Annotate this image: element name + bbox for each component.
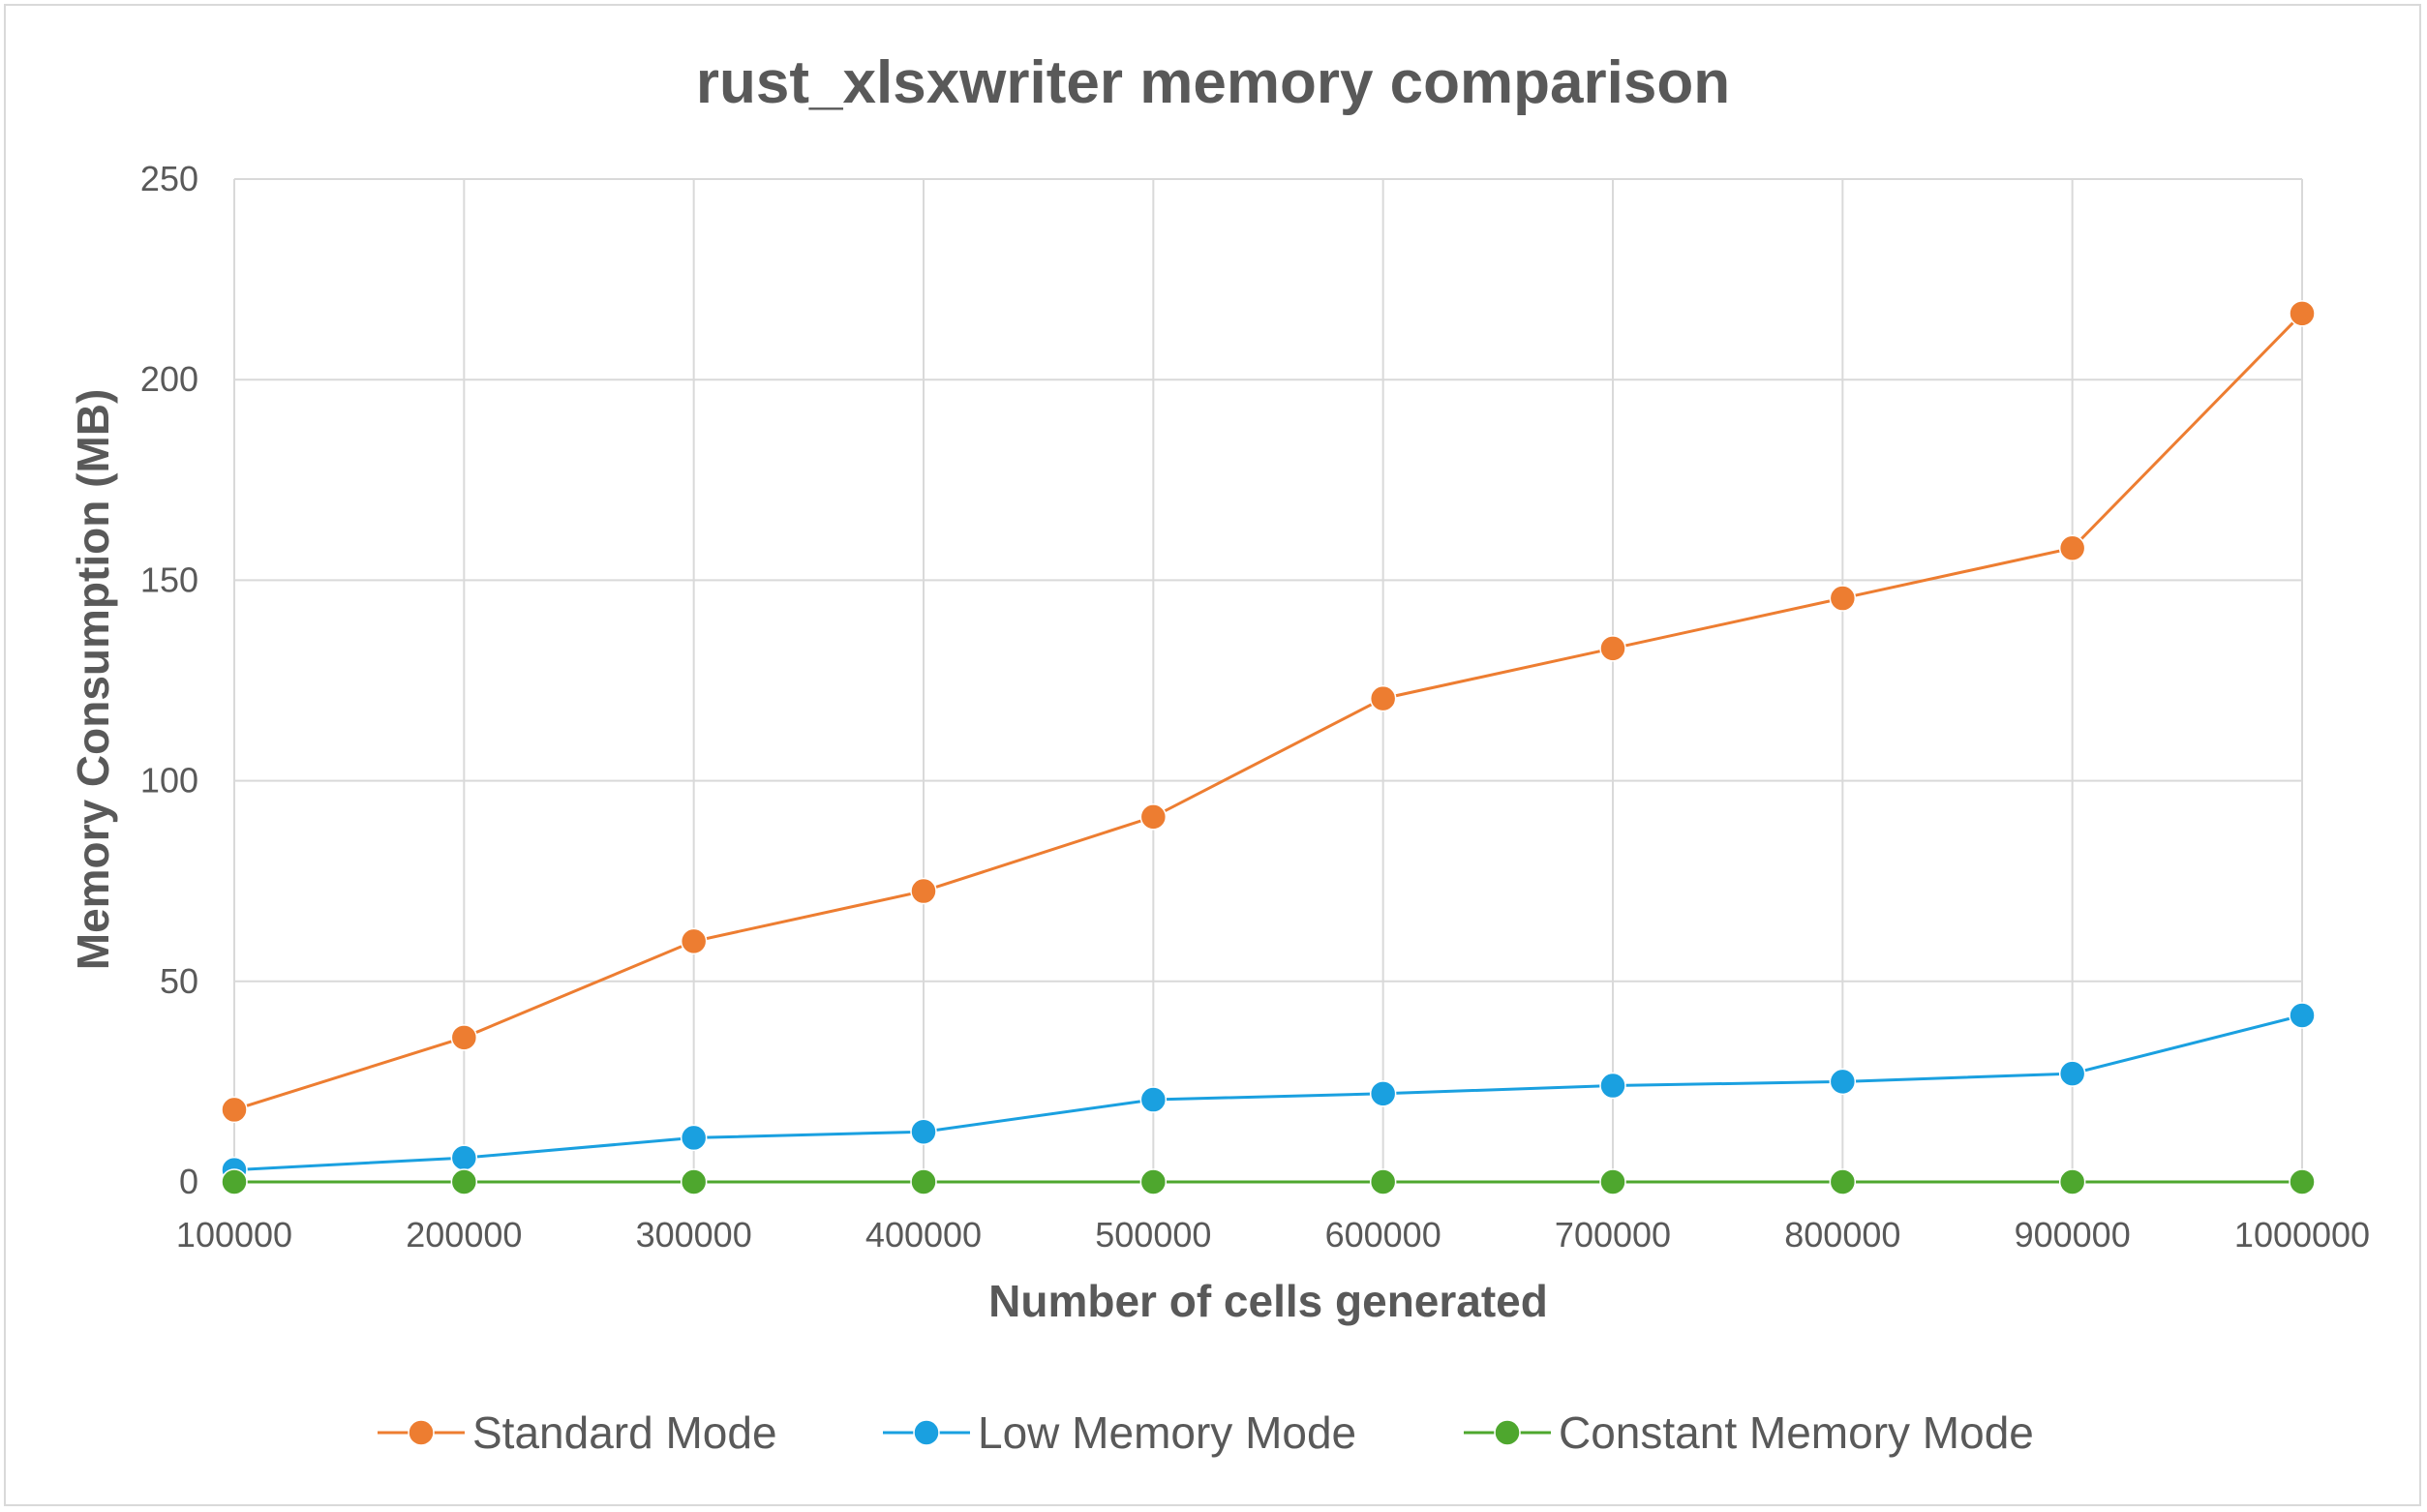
y-tick-label: 150 bbox=[140, 559, 198, 599]
series-line bbox=[233, 1013, 2303, 1172]
data-point bbox=[2058, 1060, 2086, 1087]
data-point bbox=[1369, 1168, 1397, 1195]
x-tick-label: 200000 bbox=[406, 1215, 522, 1255]
y-tick-label: 250 bbox=[140, 159, 198, 198]
legend-label: Low Memory Mode bbox=[978, 1407, 1356, 1458]
x-tick-label: 700000 bbox=[1555, 1215, 1671, 1255]
data-point bbox=[1599, 1168, 1626, 1195]
legend-swatch-marker bbox=[1494, 1419, 1521, 1446]
chart-frame bbox=[4, 4, 2421, 1506]
x-tick-label: 600000 bbox=[1325, 1215, 1441, 1255]
data-point bbox=[910, 877, 937, 905]
data-point bbox=[2289, 300, 2316, 327]
data-point bbox=[1829, 585, 1857, 612]
data-point bbox=[1139, 1086, 1168, 1113]
legend-label: Standard Mode bbox=[472, 1407, 777, 1458]
y-axis-title: Memory Consumption (MB) bbox=[68, 389, 118, 971]
legend-item: Low Memory Mode bbox=[883, 1407, 1356, 1458]
y-tick-label: 100 bbox=[140, 761, 198, 801]
data-point bbox=[910, 1118, 937, 1145]
data-point bbox=[221, 1096, 248, 1124]
data-point bbox=[1829, 1168, 1857, 1195]
data-point bbox=[2058, 534, 2086, 561]
data-point bbox=[1829, 1068, 1857, 1096]
legend-item: Standard Mode bbox=[378, 1407, 777, 1458]
data-point bbox=[680, 1168, 708, 1195]
y-axis-ticks: 0 50 100 150 200 250 bbox=[140, 159, 198, 1201]
data-point bbox=[1139, 1168, 1168, 1195]
x-tick-label: 500000 bbox=[1095, 1215, 1211, 1255]
data-point bbox=[450, 1024, 478, 1051]
x-tick-label: 1000000 bbox=[2234, 1215, 2370, 1255]
x-tick-label: 300000 bbox=[636, 1215, 752, 1255]
data-point bbox=[450, 1144, 478, 1171]
data-point bbox=[910, 1168, 937, 1195]
data-point bbox=[1599, 635, 1626, 662]
data-point bbox=[221, 1168, 248, 1195]
x-axis-ticks: 100000 200000 300000 400000 500000 600000 7000… bbox=[176, 1215, 2370, 1255]
x-tick-label: 900000 bbox=[2015, 1215, 2131, 1255]
series-low-memory-mode bbox=[221, 1002, 2316, 1184]
x-tick-label: 400000 bbox=[865, 1215, 982, 1255]
x-axis-title: Number of cells generated bbox=[988, 1276, 1548, 1326]
legend: Standard Mode Low Memory Mode Constant Mem… bbox=[378, 1407, 2034, 1458]
legend-item: Constant Memory Mode bbox=[1464, 1407, 2034, 1458]
series-line bbox=[233, 312, 2304, 1111]
legend-swatch-marker bbox=[408, 1419, 435, 1446]
y-tick-label: 50 bbox=[160, 961, 198, 1001]
legend-swatch-marker bbox=[913, 1419, 940, 1446]
series-constant-memory-mode bbox=[221, 1168, 2316, 1195]
y-tick-label: 200 bbox=[140, 359, 198, 399]
x-tick-label: 100000 bbox=[176, 1215, 292, 1255]
data-point bbox=[450, 1168, 478, 1195]
data-point bbox=[1599, 1072, 1626, 1100]
y-tick-label: 0 bbox=[179, 1162, 198, 1201]
data-point bbox=[2058, 1168, 2086, 1195]
data-point bbox=[2289, 1168, 2316, 1195]
data-point bbox=[1139, 803, 1168, 831]
series-standard-mode bbox=[221, 300, 2316, 1124]
series-group bbox=[221, 300, 2316, 1195]
chart-title: rust_xlsxwriter memory comparison bbox=[696, 49, 1730, 116]
data-point bbox=[680, 1124, 708, 1152]
x-tick-label: 800000 bbox=[1784, 1215, 1900, 1255]
legend-label: Constant Memory Mode bbox=[1559, 1407, 2034, 1458]
data-point bbox=[1369, 684, 1397, 712]
gridlines bbox=[233, 178, 2303, 1183]
data-point bbox=[680, 927, 708, 955]
data-point bbox=[2289, 1002, 2316, 1029]
data-point bbox=[1369, 1080, 1397, 1107]
